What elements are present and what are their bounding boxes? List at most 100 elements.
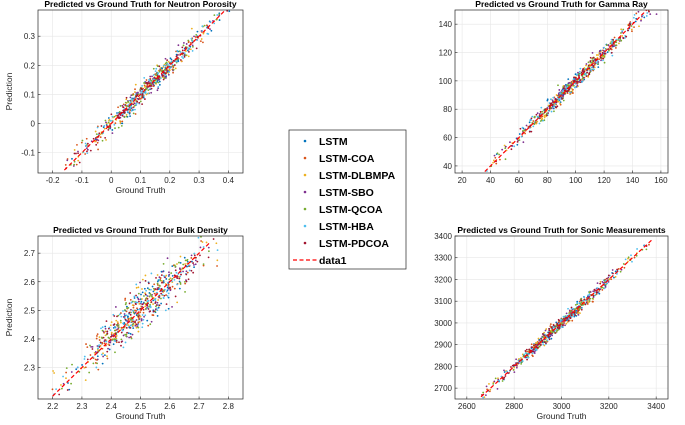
point-lstm-qcoa bbox=[522, 129, 524, 132]
point-lstm-pdcoa bbox=[570, 84, 573, 86]
point-lstm-hba bbox=[193, 252, 196, 255]
point-lstm-hba bbox=[188, 269, 191, 272]
point-lstm-pdcoa bbox=[123, 110, 125, 113]
point-lstm bbox=[167, 307, 170, 310]
point-lstm bbox=[503, 371, 506, 373]
point-lstm-pdcoa bbox=[132, 103, 135, 106]
point-lstm-hba bbox=[124, 341, 127, 344]
point-lstm-sbo bbox=[177, 44, 180, 47]
point-lstm-sbo bbox=[143, 315, 145, 318]
point-lstm-hba bbox=[165, 64, 168, 67]
point-lstm-hba bbox=[216, 14, 219, 16]
point-lstm-sbo bbox=[171, 305, 173, 308]
point-lstm-qcoa bbox=[70, 382, 72, 385]
point-lstm-coa bbox=[576, 82, 579, 85]
point-lstm-qcoa bbox=[622, 28, 625, 31]
point-lstm-hba bbox=[174, 60, 177, 63]
point-lstm-dlbmpa bbox=[153, 289, 156, 292]
point-lstm-pdcoa bbox=[129, 336, 132, 338]
point-lstm bbox=[546, 99, 549, 102]
point-lstm-dlbmpa bbox=[138, 302, 141, 305]
point-lstm-pdcoa bbox=[554, 98, 557, 100]
point-lstm-hba bbox=[175, 271, 178, 274]
point-lstm-hba bbox=[162, 296, 165, 299]
point-lstm-dlbmpa bbox=[492, 161, 494, 164]
point-lstm-dlbmpa bbox=[536, 120, 539, 123]
point-lstm-pdcoa bbox=[540, 337, 542, 340]
point-lstm-dlbmpa bbox=[187, 55, 190, 58]
point-lstm-qcoa bbox=[522, 355, 525, 358]
point-lstm-qcoa bbox=[73, 160, 76, 163]
point-lstm-dlbmpa bbox=[497, 377, 499, 380]
point-lstm-dlbmpa bbox=[537, 337, 540, 340]
point-lstm-pdcoa bbox=[142, 308, 145, 311]
point-lstm-coa bbox=[51, 388, 54, 391]
y-tick-label: -0.1 bbox=[21, 149, 35, 158]
point-lstm-hba bbox=[553, 105, 555, 108]
point-lstm-coa bbox=[114, 122, 117, 125]
point-lstm-dlbmpa bbox=[185, 50, 187, 53]
point-lstm bbox=[143, 287, 146, 290]
point-lstm-hba bbox=[133, 295, 136, 298]
point-lstm-qcoa bbox=[615, 41, 618, 44]
point-lstm bbox=[613, 276, 615, 279]
point-lstm-pdcoa bbox=[113, 315, 116, 317]
point-lstm-dlbmpa bbox=[104, 330, 107, 333]
point-lstm bbox=[178, 287, 181, 290]
y-tick-label: 60 bbox=[443, 134, 452, 143]
point-lstm bbox=[546, 98, 549, 101]
point-lstm bbox=[580, 307, 583, 309]
point-lstm-sbo bbox=[156, 89, 159, 92]
point-lstm-hba bbox=[582, 299, 585, 302]
point-lstm-sbo bbox=[193, 263, 195, 266]
point-lstm bbox=[129, 115, 131, 118]
point-lstm-pdcoa bbox=[77, 152, 79, 155]
point-lstm-hba bbox=[129, 324, 132, 327]
point-lstm-qcoa bbox=[132, 311, 135, 314]
point-lstm bbox=[104, 325, 107, 328]
point-lstm-qcoa bbox=[144, 308, 147, 310]
point-lstm-pdcoa bbox=[169, 286, 171, 289]
point-lstm-qcoa bbox=[163, 77, 166, 80]
point-lstm-pdcoa bbox=[137, 98, 140, 101]
point-lstm-coa bbox=[635, 12, 638, 15]
point-lstm-coa bbox=[499, 158, 501, 161]
point-lstm-coa bbox=[610, 278, 613, 281]
legend-label-lstm-dlbmpa: LSTM-DLBMPA bbox=[319, 170, 396, 182]
point-lstm-coa bbox=[156, 284, 159, 286]
point-lstm-dlbmpa bbox=[77, 159, 80, 162]
point-lstm-sbo bbox=[185, 43, 188, 45]
point-lstm-qcoa bbox=[182, 44, 185, 47]
point-lstm bbox=[160, 302, 163, 305]
point-lstm-dlbmpa bbox=[599, 280, 602, 283]
point-lstm-qcoa bbox=[145, 297, 147, 300]
point-lstm-pdcoa bbox=[579, 79, 582, 82]
point-lstm-qcoa bbox=[107, 121, 110, 124]
point-lstm-qcoa bbox=[184, 54, 187, 57]
point-lstm-pdcoa bbox=[563, 93, 566, 95]
point-lstm-sbo bbox=[156, 301, 159, 304]
point-lstm-pdcoa bbox=[98, 346, 101, 348]
point-lstm bbox=[125, 305, 128, 308]
x-tick-label: 0.4 bbox=[223, 176, 235, 185]
point-lstm-pdcoa bbox=[129, 313, 132, 316]
point-lstm-hba bbox=[578, 70, 581, 73]
point-lstm-pdcoa bbox=[530, 130, 533, 133]
point-lstm-hba bbox=[162, 64, 165, 67]
point-lstm-pdcoa bbox=[502, 378, 505, 380]
point-lstm bbox=[606, 51, 609, 54]
point-lstm-dlbmpa bbox=[621, 35, 624, 37]
point-lstm-qcoa bbox=[645, 248, 648, 251]
plot-sonic-measurements: 2600 2800 3000 3200 3400 2700 2800 2900 3000 3100… bbox=[434, 225, 669, 421]
point-lstm-dlbmpa bbox=[543, 331, 546, 334]
point-lstm-qcoa bbox=[589, 297, 592, 300]
point-lstm-hba bbox=[112, 313, 115, 316]
point-lstm-qcoa bbox=[170, 272, 173, 274]
point-lstm-hba bbox=[583, 296, 586, 299]
point-lstm-pdcoa bbox=[536, 346, 539, 349]
point-lstm-hba bbox=[610, 38, 613, 41]
point-lstm-hba bbox=[576, 302, 579, 305]
point-lstm-pdcoa bbox=[625, 35, 628, 38]
point-lstm-pdcoa bbox=[570, 314, 573, 317]
point-lstm bbox=[171, 274, 174, 277]
